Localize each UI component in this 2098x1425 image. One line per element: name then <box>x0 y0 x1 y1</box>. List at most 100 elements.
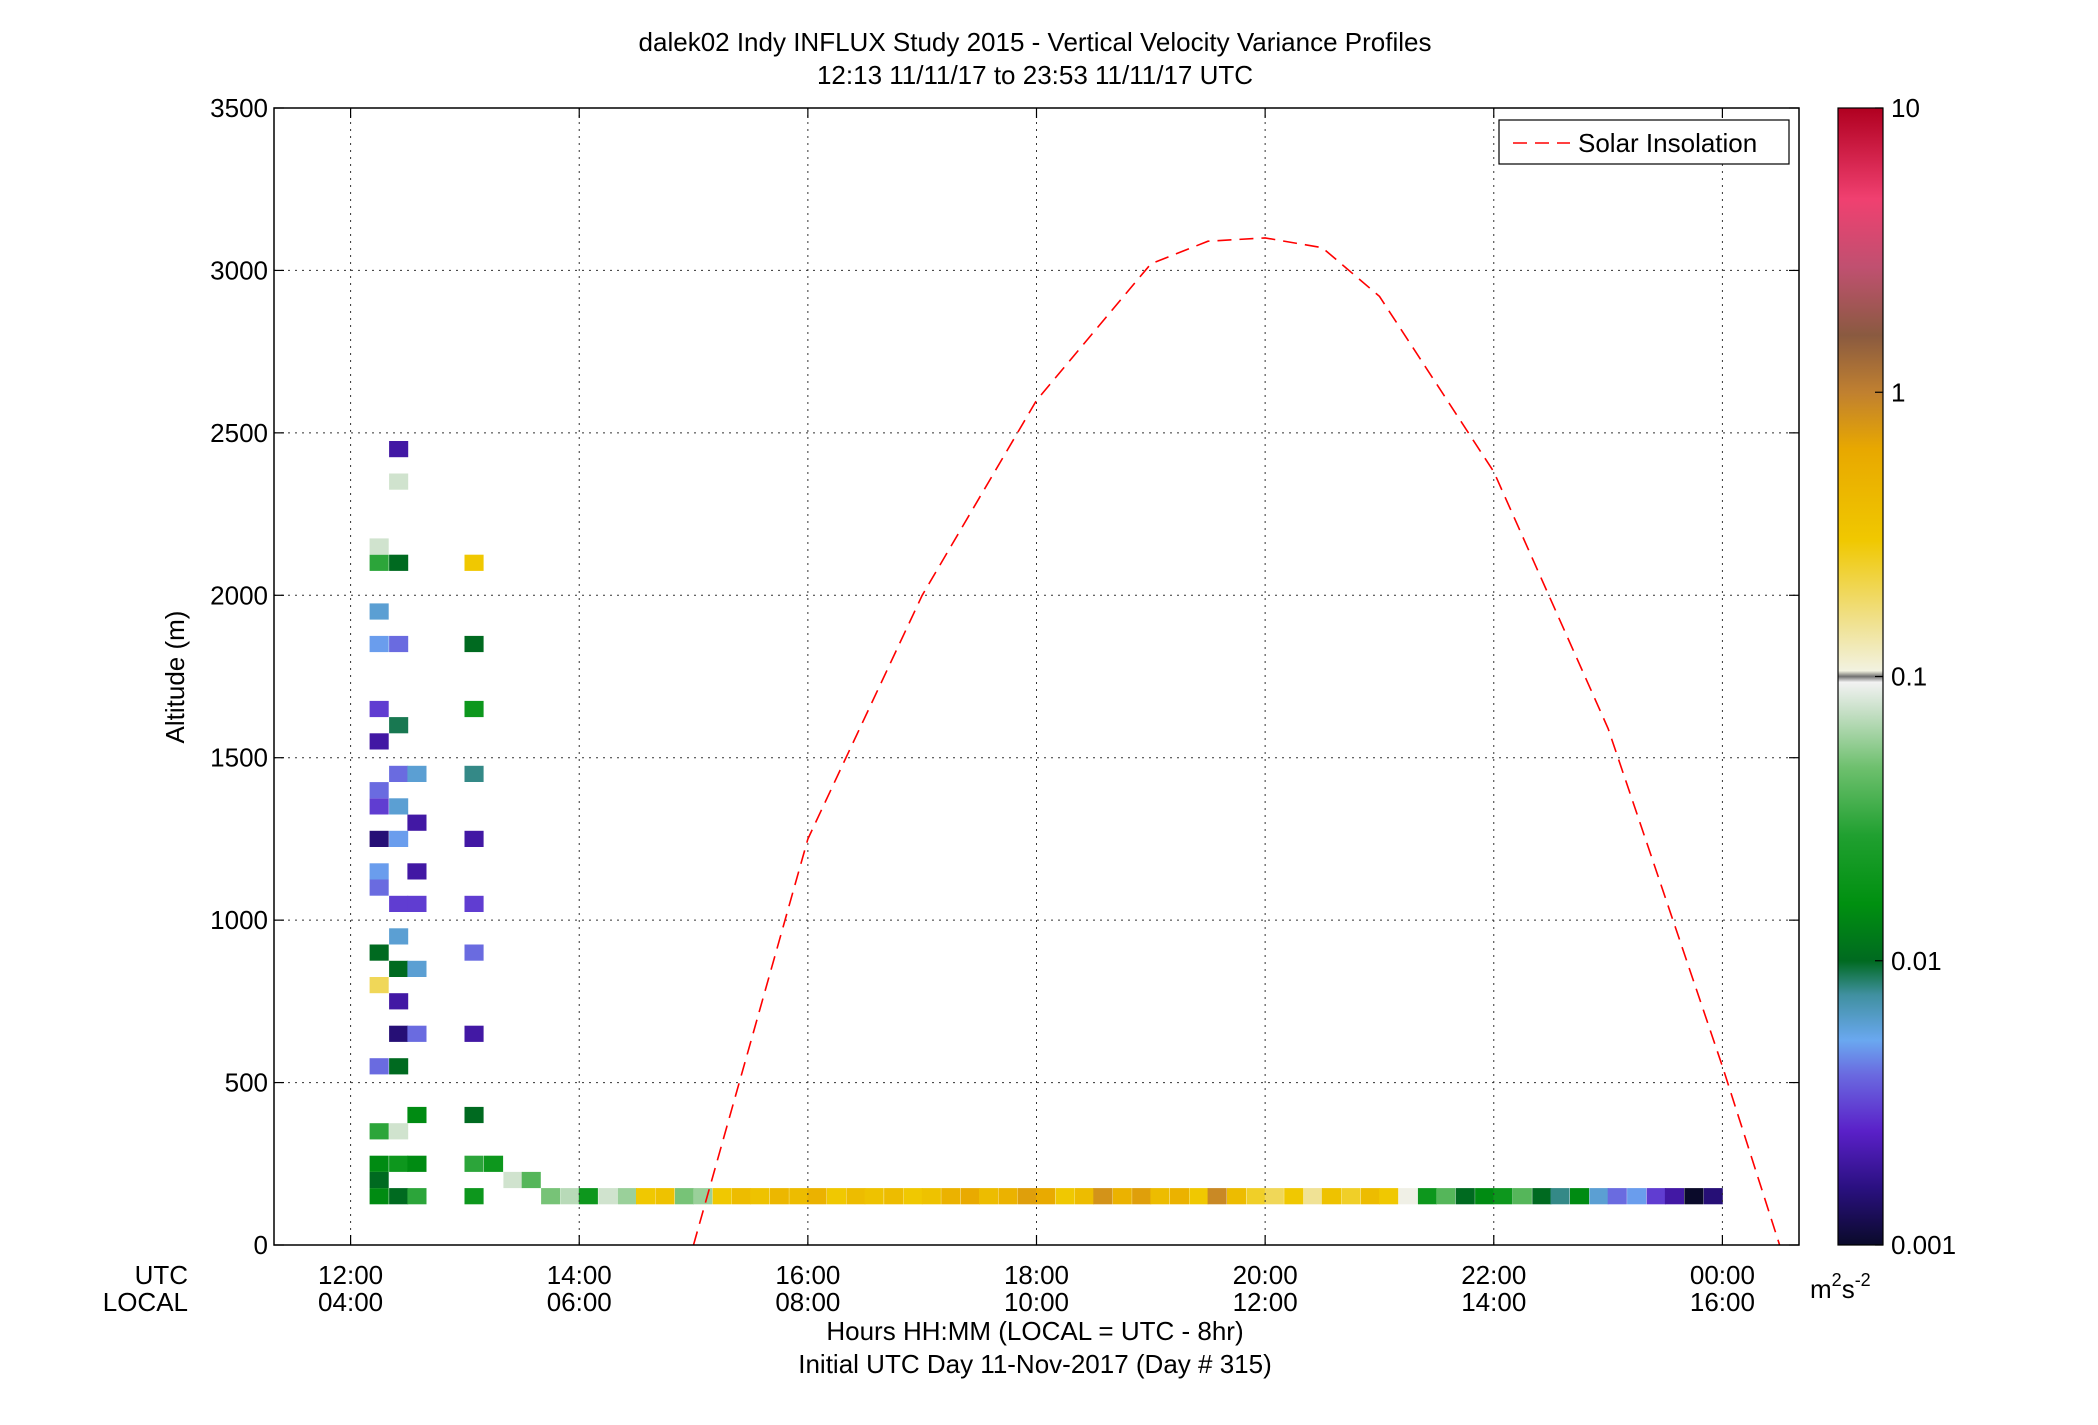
heatmap-cell <box>1075 1188 1095 1205</box>
heatmap-cell <box>369 879 389 896</box>
colorbar-tick-label: 0.01 <box>1891 946 1942 976</box>
heatmap-cell <box>750 1188 770 1205</box>
heatmap-cell <box>1398 1188 1418 1205</box>
heatmap-cell <box>693 1188 713 1205</box>
grid-lines <box>274 108 1799 1245</box>
heatmap-cell <box>1264 1188 1284 1205</box>
heatmap-cell <box>389 895 409 912</box>
y-axis-ticks: 0 500 1000 1500 2000 2500 3000 3500 <box>210 93 1799 1260</box>
heatmap-cell <box>464 554 484 571</box>
y-tick-label: 3500 <box>210 93 268 123</box>
heatmap-cell <box>1703 1188 1723 1205</box>
heatmap-cells <box>369 441 1723 1205</box>
heatmap-cell <box>769 1188 789 1205</box>
heatmap-cell <box>389 1155 409 1172</box>
heatmap-cell <box>389 1123 409 1140</box>
heatmap-cell <box>1493 1188 1513 1205</box>
colorbar-tick-label: 1 <box>1891 377 1905 407</box>
heatmap-cell <box>864 1188 884 1205</box>
heatmap-cell <box>1303 1188 1323 1205</box>
heatmap-cell <box>1589 1188 1609 1205</box>
heatmap-cell <box>1436 1188 1456 1205</box>
heatmap-cell <box>789 1188 809 1205</box>
x-axis-ticks: 12:0004:0014:0006:0016:0008:0018:0010:00… <box>318 108 1755 1317</box>
heatmap-cell <box>1132 1188 1152 1205</box>
heatmap-cell <box>655 1188 675 1205</box>
heatmap-cell <box>464 1155 484 1172</box>
heatmap-cell <box>560 1188 580 1205</box>
y-tick-label: 3000 <box>210 255 268 285</box>
heatmap-cell <box>846 1188 866 1205</box>
heatmap-cell <box>464 1106 484 1124</box>
x-tick-label-utc: 00:00 <box>1690 1260 1755 1290</box>
heatmap-cell <box>1284 1188 1304 1205</box>
colorbar-tick-label: 0.1 <box>1891 662 1927 692</box>
colorbar-unit-exp1: 2 <box>1832 1270 1842 1290</box>
heatmap-cell <box>578 1188 598 1205</box>
heatmap-cell <box>1455 1188 1475 1205</box>
heatmap-cell <box>464 830 484 847</box>
heatmap-cell <box>1227 1188 1247 1205</box>
heatmap-cell <box>369 538 389 555</box>
heatmap-cell <box>712 1188 732 1205</box>
y-tick-label: 2000 <box>210 580 268 610</box>
heatmap-cell <box>389 635 409 653</box>
heatmap-cell <box>1627 1188 1647 1205</box>
heatmap-cell <box>1189 1188 1209 1205</box>
heatmap-cell <box>1532 1188 1552 1205</box>
heatmap-cell <box>1055 1188 1075 1205</box>
heatmap-cell <box>617 1188 637 1205</box>
heatmap-cell <box>1550 1188 1570 1205</box>
heatmap-cell <box>1360 1188 1380 1205</box>
colorbar-tick-label: 0.001 <box>1891 1230 1956 1260</box>
y-axis-label: Altitude (m) <box>160 611 190 744</box>
heatmap-cell <box>1093 1188 1113 1205</box>
heatmap-cell <box>674 1188 694 1205</box>
heatmap-cell <box>369 1188 389 1205</box>
heatmap-cell <box>369 700 389 718</box>
x-tick-label-local: 08:00 <box>775 1287 840 1317</box>
heatmap-cell <box>369 863 389 880</box>
heatmap-cell <box>407 863 427 880</box>
x-tick-label-local: 10:00 <box>1004 1287 1069 1317</box>
heatmap-cell <box>464 1188 484 1205</box>
colorbar-unit-mid: s <box>1842 1274 1855 1304</box>
heatmap-cell <box>1207 1188 1227 1205</box>
heatmap-cell <box>369 733 389 750</box>
heatmap-cell <box>1570 1188 1590 1205</box>
heatmap-cell <box>369 603 389 620</box>
heatmap-cell <box>941 1188 961 1205</box>
heatmap-cell <box>389 830 409 847</box>
heatmap-cell <box>389 993 409 1010</box>
heatmap-cell <box>1664 1188 1684 1205</box>
heatmap-cell <box>389 1188 409 1205</box>
heatmap-cell <box>369 554 389 571</box>
heatmap-cell <box>389 441 409 458</box>
heatmap-cell <box>369 830 389 847</box>
x-tick-label-utc: 22:00 <box>1461 1260 1526 1290</box>
y-tick-label: 1500 <box>210 743 268 773</box>
heatmap-cell <box>389 554 409 571</box>
colorbar-ticks: 0.001 0.01 0.1 1 10 <box>1875 93 1956 1260</box>
heatmap-cell <box>1684 1188 1704 1205</box>
heatmap-cell <box>389 717 409 734</box>
heatmap-cell <box>921 1188 941 1205</box>
legend-box <box>1498 119 1790 165</box>
heatmap-cell <box>1475 1188 1495 1205</box>
heatmap-cell <box>464 944 484 961</box>
heatmap-cell <box>369 1155 389 1172</box>
heatmap-cell <box>1112 1188 1132 1205</box>
heatmap-cell <box>407 1188 427 1205</box>
heatmap-cell <box>1512 1188 1532 1205</box>
heatmap-cell <box>1150 1188 1170 1205</box>
heatmap-cell <box>389 1058 409 1075</box>
x-tick-label-utc: 14:00 <box>547 1260 612 1290</box>
legend-entry-solar-insolation: Solar Insolation <box>1578 128 1757 158</box>
x-tick-label-utc: 18:00 <box>1004 1260 1069 1290</box>
colorbar: 0.001 0.01 0.1 1 10 m2s-2 <box>1810 93 1956 1304</box>
heatmap-cell <box>1321 1188 1341 1205</box>
legend: Solar Insolation <box>1498 119 1790 165</box>
heatmap-cell <box>369 782 389 799</box>
heatmap-cell <box>1246 1188 1266 1205</box>
